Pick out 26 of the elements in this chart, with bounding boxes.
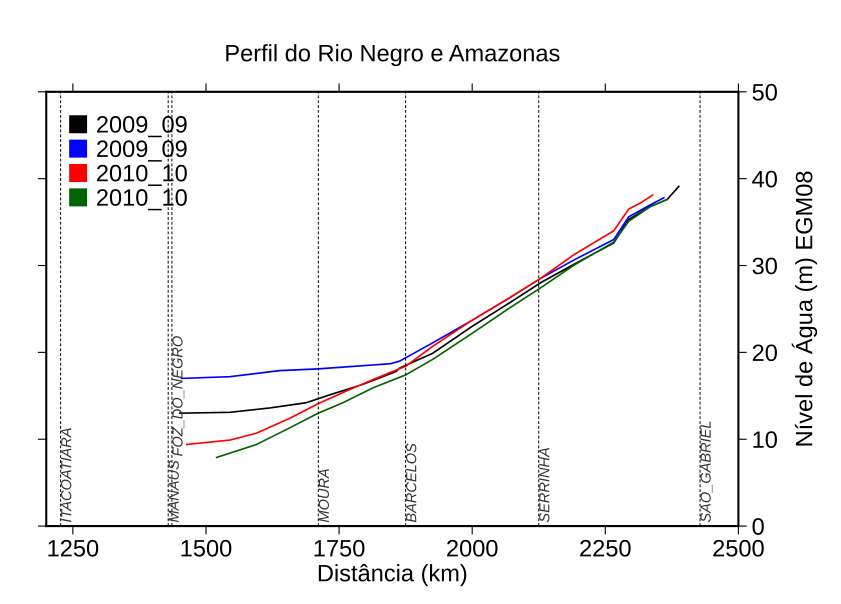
legend-label: 2009_09 [97,140,187,162]
ref-line-label: ITACOATIARA [61,428,72,522]
legend-label: 2010_10 [97,164,187,186]
y-tick-label: 20 [752,344,777,362]
x-axis-title: Distância (km) [318,564,466,586]
y-tick-label: 30 [752,258,777,274]
ref-line-label: FOZ_DO_NEGRO [172,336,184,456]
x-tick-label: 1250 [48,540,98,557]
chart-title: Perfil do Rio Negro e Amazonas [226,44,560,66]
ref-line-label: SERRINHA [539,448,550,522]
legend-label: 2009_09 [97,116,187,138]
ref-line-label: BARCELOS [406,443,416,522]
y-tick-label: 10 [753,431,777,448]
x-tick-label: 1750 [314,540,364,557]
x-tick-label: 2500 [713,540,764,557]
x-tick-label: 2250 [580,540,631,557]
y-tick-label: 40 [752,170,777,188]
y-tick-label: 50 [752,84,777,101]
x-tick-label: 2000 [447,540,498,557]
legend-label: 2010_10 [97,189,187,210]
ref-line-label: SAO_GABRIEL [700,422,712,522]
ref-line-label: MOURA [318,469,330,522]
ref-line-label: MANAUS [168,460,179,522]
y-tick-label: 0 [752,518,764,535]
y-axis-title: Nível de Água (m) EGM08 [792,172,818,446]
x-tick-label: 1500 [182,540,232,557]
